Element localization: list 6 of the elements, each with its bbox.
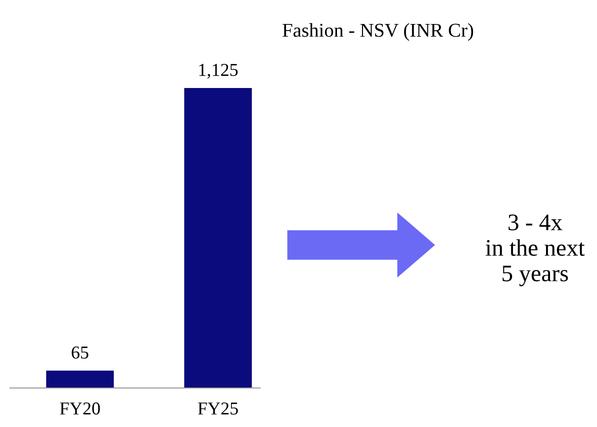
data-label: 65 [72,346,88,359]
text: Fashion - NSV (INR Cr) [282,23,474,41]
x-tick-label: FY25 [198,402,238,415]
data-label: 1,125 [199,64,238,79]
text: 3 - 4x in the next 5 years [486,214,585,286]
x-tick-label: FY20 [60,402,100,415]
